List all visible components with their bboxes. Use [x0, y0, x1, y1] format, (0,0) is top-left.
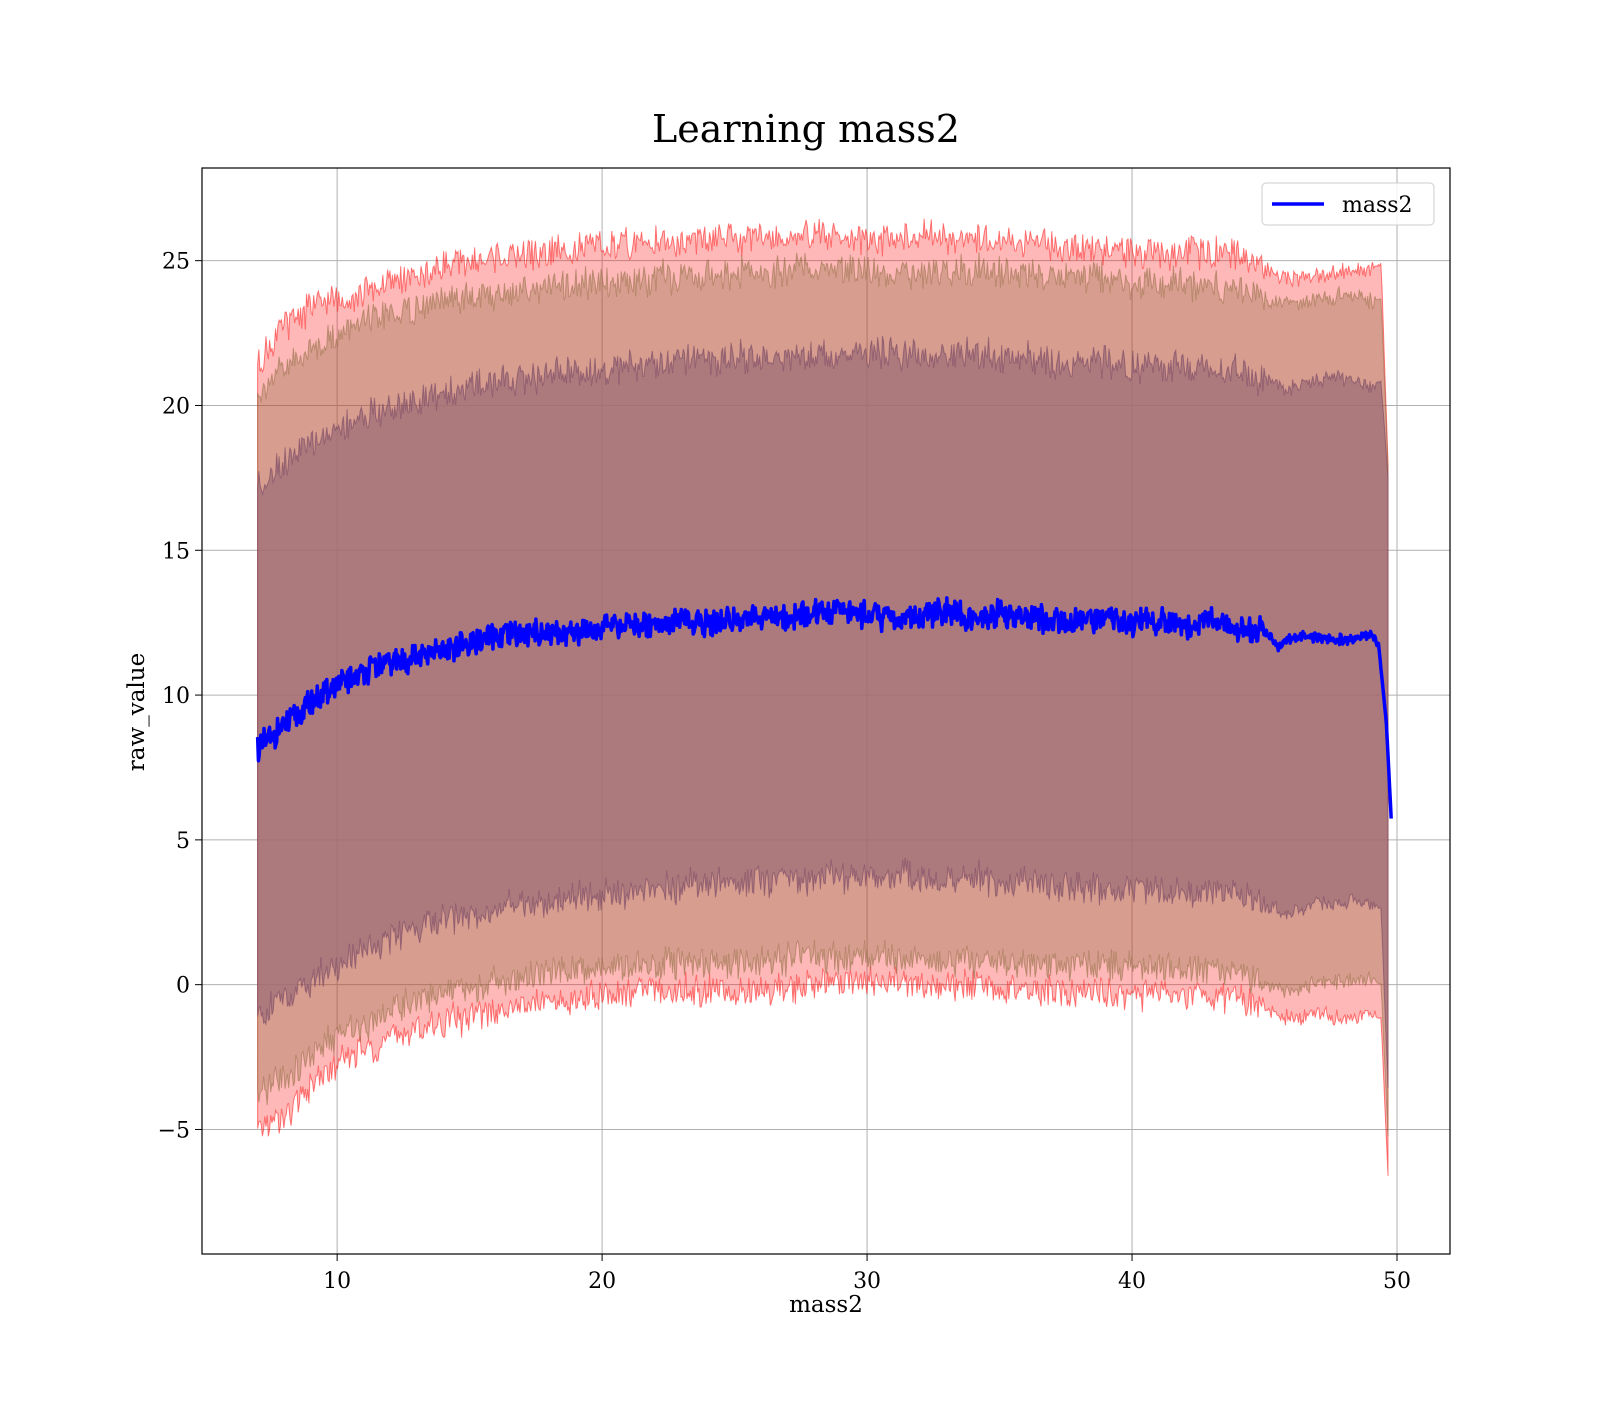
legend-label: mass2: [1342, 193, 1413, 218]
y-tick-label: 5: [176, 829, 190, 854]
inner-band: [257, 335, 1389, 1088]
series-lines: [255, 596, 1393, 819]
y-tick-label: 10: [162, 684, 190, 709]
x-axis-label: mass2: [789, 1292, 863, 1318]
y-tick-label: 0: [176, 974, 190, 999]
plot-area-frame: [201, 167, 1451, 1255]
legend: mass2: [1261, 182, 1435, 226]
chart-title: Learning mass2: [652, 107, 960, 151]
y-axis: −5 0 5 10 15 20 25: [158, 250, 202, 1143]
legend-box: [1261, 182, 1435, 226]
y-tick-label: 15: [162, 539, 190, 564]
x-axis: 10 20 30 40 50: [323, 1254, 1411, 1294]
x-tick-label: 50: [1383, 1269, 1411, 1294]
x-tick-label: 10: [323, 1269, 351, 1294]
y-tick-label: −5: [158, 1118, 190, 1143]
confidence-bands: [257, 218, 1389, 1176]
x-tick-label: 20: [588, 1269, 616, 1294]
x-tick-label: 30: [853, 1269, 881, 1294]
y-axis-label: raw_value: [124, 653, 150, 771]
y-tick-label: 25: [162, 250, 190, 275]
x-tick-label: 40: [1118, 1269, 1146, 1294]
y-tick-label: 20: [162, 394, 190, 419]
series-line-mass2: [255, 596, 1393, 819]
